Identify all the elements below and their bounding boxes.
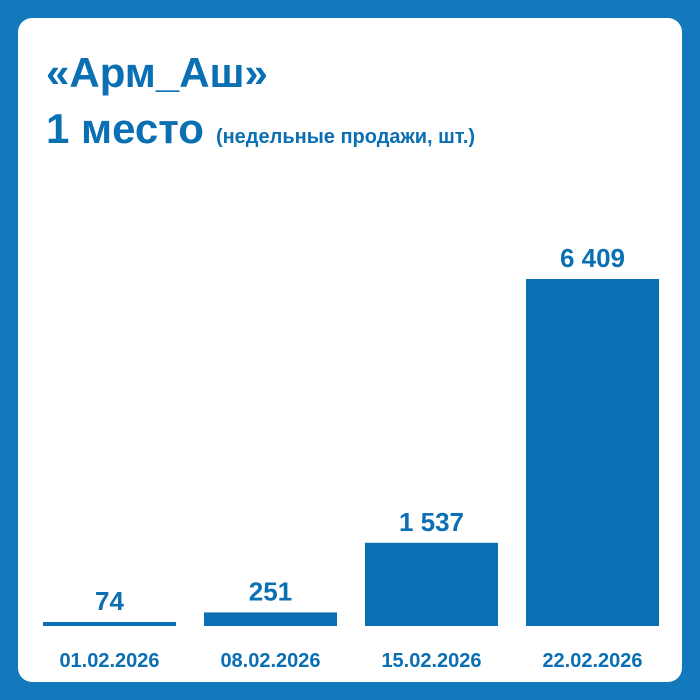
bar-1 <box>43 621 176 626</box>
data-label-3: 1 537 <box>399 507 464 537</box>
place-heading: 1 место (недельные продажи, шт.) <box>46 104 475 162</box>
data-label-4: 6 409 <box>560 243 625 273</box>
x-tick-label-3: 15.02.2026 <box>381 650 481 672</box>
x-tick-label-1: 01.02.2026 <box>59 650 159 672</box>
chart-subtitle: (недельные продажи, шт.) <box>215 126 476 148</box>
chart-title: «Арм_Аш» <box>46 49 268 96</box>
bar-2 <box>204 612 337 626</box>
x-tick-label-4: 22.02.2026 <box>542 650 642 672</box>
x-tick-label-2: 08.02.2026 <box>220 650 320 672</box>
data-label-1: 74 <box>95 586 124 616</box>
data-label-2: 251 <box>249 576 292 606</box>
bar-3 <box>365 542 498 626</box>
place-label: 1 место <box>46 105 204 152</box>
bar-4 <box>526 279 659 626</box>
